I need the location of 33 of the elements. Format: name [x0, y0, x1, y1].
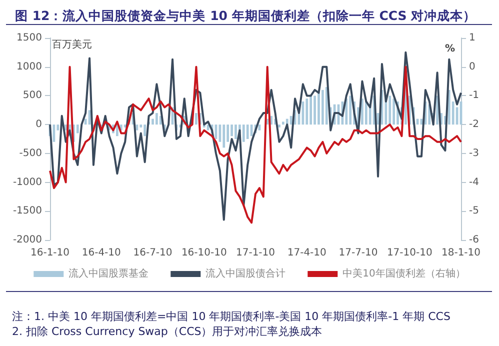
y2-tick-label: 0 [469, 61, 476, 72]
y2-tick-label: -3 [469, 148, 479, 159]
x-tick-label: 17-1-10 [236, 248, 276, 258]
y-tick-label: -1000 [12, 176, 42, 188]
x-tick-label: 17-7-10 [338, 248, 378, 258]
x-tick-label: 16-7-10 [133, 248, 172, 258]
y-axis-title: 百万美元 [52, 38, 92, 50]
y2-tick-label: -6 [469, 234, 479, 246]
y-tick-label: -1500 [12, 206, 42, 217]
y2-tick-label: -1 [469, 90, 479, 102]
y-tick-label: -2000 [12, 234, 42, 246]
x-tick-label: 17-4-10 [287, 248, 326, 258]
y-tick-label: -500 [19, 148, 42, 159]
y2-tick-label: 1 [469, 32, 476, 44]
y-tick-label: 1500 [16, 32, 42, 44]
text: 2. 扣除 Cross Currency Swap（CCS）用于对冲汇率兑换成本 [12, 325, 322, 338]
x-tick-label: 18-1-10 [441, 248, 481, 258]
x-tick-label: 16-10-10 [181, 248, 227, 258]
y2-tick-label: -2 [469, 119, 479, 130]
y2-tick-label: -4 [469, 176, 479, 188]
y-tick-label: 500 [22, 90, 42, 102]
legend-label: 中美10年国债利差（右轴） [342, 268, 466, 280]
y2-tick-label: -5 [469, 206, 479, 217]
x-tick-label: 16-4-10 [82, 248, 121, 258]
chart-title: 图 12：流入中国股债资金与中美 10 年期国债利差（扣除一年 CCS 对冲成本） [15, 8, 476, 23]
x-tick-label: 17-10-10 [386, 248, 432, 258]
legend-label: 流入中国股票基金 [68, 268, 149, 280]
y-tick-label: 1000 [16, 61, 42, 72]
y2-axis-title: % [444, 44, 456, 54]
legend-label: 流入中国股债合计 [206, 268, 286, 280]
y-tick-label: 0 [36, 119, 42, 130]
x-tick-label: 16-1-10 [30, 248, 70, 258]
text: 注：1. 中美 10 年期国债利差=中国 10 年期国债利率-美国 10 年期国债利率-1 年期 CCS [12, 310, 450, 323]
